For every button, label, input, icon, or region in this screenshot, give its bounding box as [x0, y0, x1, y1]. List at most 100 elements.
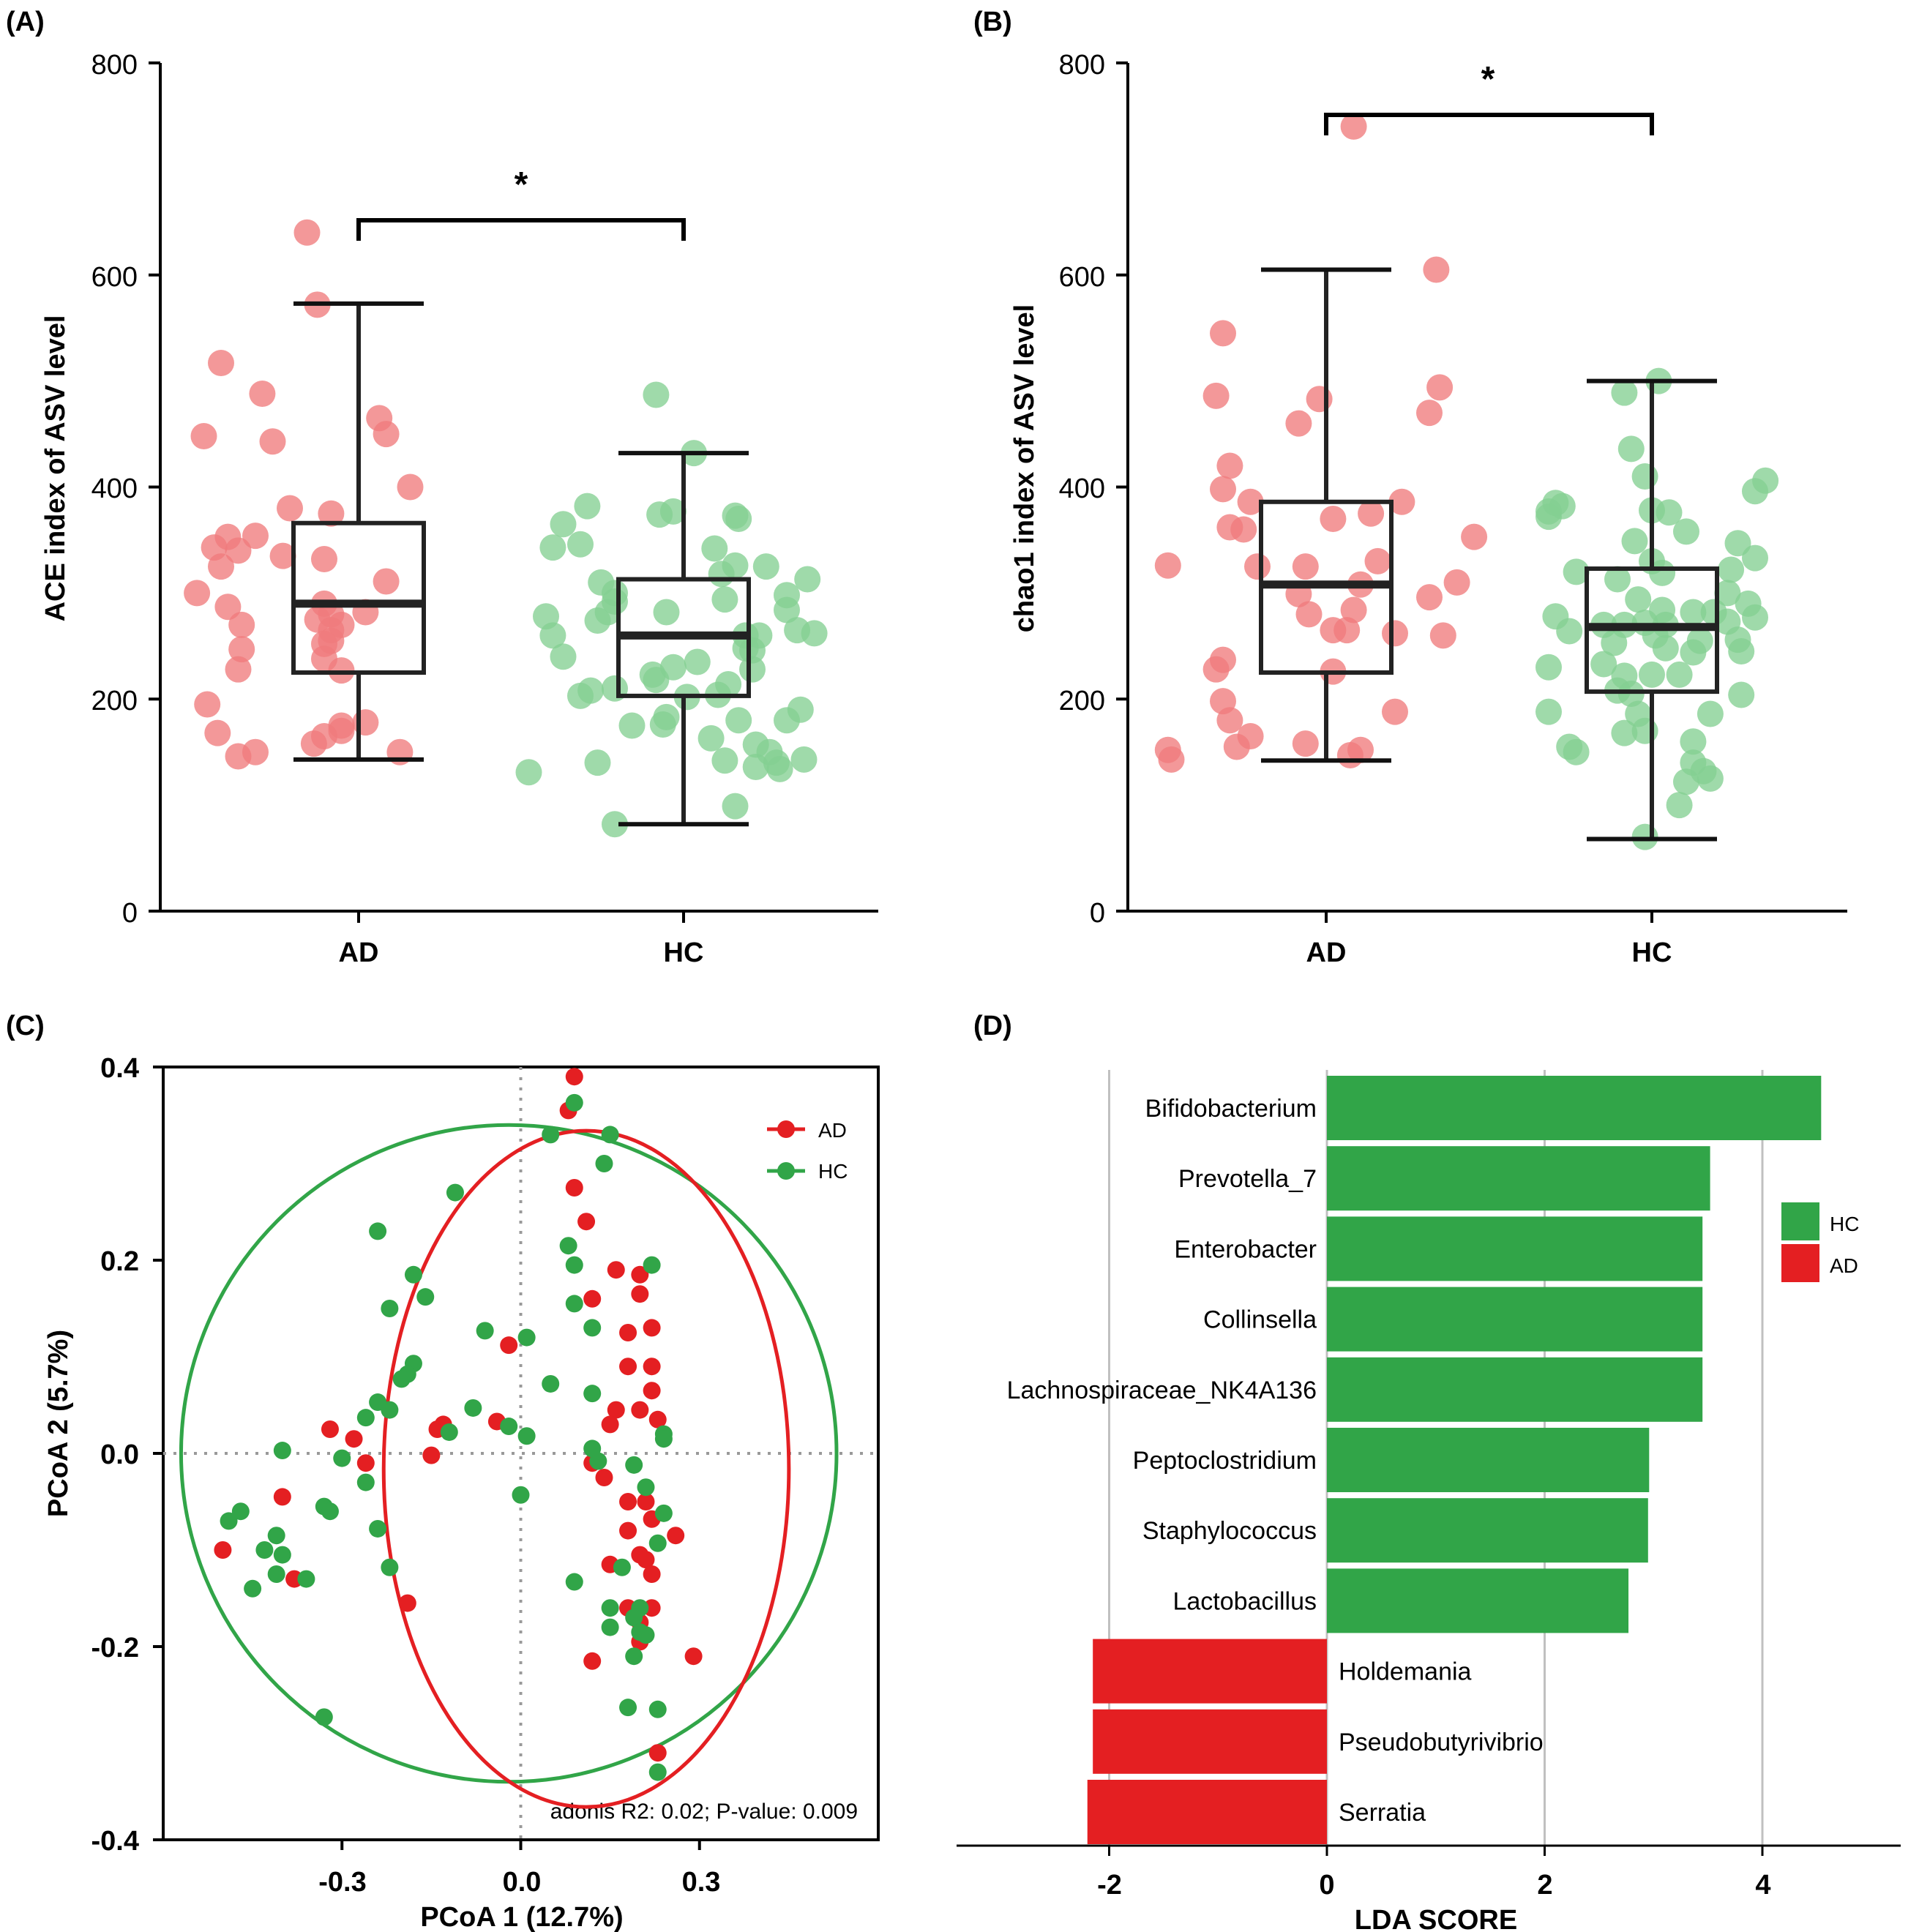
data-point-ad: [259, 428, 286, 455]
data-point-ad: [1202, 656, 1230, 683]
data-point-hc: [565, 1573, 583, 1591]
y-tick-label: 200: [1059, 686, 1105, 716]
data-point-hc: [725, 707, 752, 734]
taxon-label: Serratia: [1339, 1799, 1426, 1827]
data-point-ad: [637, 1493, 655, 1510]
data-point-hc: [369, 1519, 387, 1538]
y-tick-label: 0: [122, 898, 138, 929]
x-category-hc-a: HC: [664, 937, 704, 968]
data-point-ad: [648, 1410, 667, 1429]
legend-label-ad-d: AD: [1830, 1254, 1858, 1277]
data-point-hc: [752, 553, 779, 580]
x-tick-label: 0.0: [503, 1867, 542, 1898]
data-point-ad: [643, 1382, 661, 1400]
data-point-hc: [1549, 493, 1576, 520]
taxon-label: Holdemania: [1339, 1658, 1472, 1686]
data-point-hc: [567, 531, 594, 558]
data-point-hc: [625, 1456, 643, 1474]
y-tick-label: 400: [1059, 473, 1105, 504]
data-point-hc: [583, 1319, 602, 1337]
data-point-hc: [625, 1647, 643, 1666]
data-point-hc: [476, 1322, 494, 1340]
panel-d-lda: (D) LDA SCORE -2 0 2 4 HC AD Bifidobacte…: [957, 1011, 1901, 1932]
data-point-hc: [625, 1609, 643, 1627]
lda-bar-lachnospiraceae-nk4a136: [1327, 1357, 1703, 1422]
data-point-ad: [601, 1415, 619, 1434]
legend-marker-ad: [777, 1120, 795, 1138]
panel-label-b: (B): [973, 7, 1012, 37]
data-point-hc: [742, 753, 769, 780]
data-point-hc: [255, 1541, 274, 1559]
data-point-hc: [1617, 435, 1645, 463]
data-point-hc: [601, 1618, 619, 1636]
lda-bar-staphylococcus: [1327, 1498, 1648, 1563]
data-point-hc: [559, 1237, 577, 1255]
legend-swatch-hc: [1781, 1202, 1819, 1240]
data-point-ad: [1237, 488, 1264, 515]
data-point-ad: [1364, 547, 1391, 574]
data-point-ad: [1244, 553, 1271, 580]
data-point-ad: [1295, 601, 1323, 628]
data-point-hc: [637, 1478, 655, 1497]
x-axis-title-d: LDA SCORE: [1355, 1905, 1517, 1932]
lda-bar-lactobacillus: [1327, 1568, 1629, 1633]
data-point-hc: [619, 1699, 637, 1717]
data-point-ad: [1292, 553, 1319, 580]
taxon-label: Lactobacillus: [1172, 1587, 1317, 1615]
data-point-hc: [333, 1449, 351, 1467]
data-point-hc: [574, 493, 601, 520]
data-point-hc: [565, 1093, 583, 1112]
data-point-hc: [648, 1763, 667, 1781]
data-point-ad: [373, 421, 400, 448]
data-point-hc: [1686, 627, 1713, 654]
data-point-hc: [648, 1534, 667, 1552]
panel-b-chao1-boxplot: (B) chao1 index of ASV level * AD HC 800…: [973, 7, 1847, 968]
data-point-ad: [277, 495, 303, 522]
data-point-hc: [273, 1442, 291, 1460]
data-point-hc: [589, 1452, 607, 1470]
data-point-ad: [619, 1358, 637, 1376]
data-point-ad: [619, 1493, 637, 1510]
data-point-hc: [739, 656, 766, 683]
data-point-ad: [225, 537, 252, 564]
y-tick-label: 0: [1090, 898, 1105, 929]
data-point-hc: [542, 1374, 560, 1393]
data-point-hc: [567, 682, 594, 709]
data-point-hc: [1714, 580, 1741, 607]
data-point-ad: [398, 1594, 416, 1612]
data-point-hc: [1656, 499, 1683, 526]
data-point-ad: [619, 1521, 637, 1540]
data-point-hc: [643, 667, 670, 694]
x-tick-label: 2: [1537, 1870, 1552, 1901]
data-point-ad: [356, 1454, 375, 1472]
data-point-hc: [701, 535, 728, 562]
lda-bar-holdemania: [1093, 1639, 1327, 1704]
data-point-hc: [595, 1155, 613, 1172]
data-point-hc: [356, 1473, 375, 1491]
data-point-ad: [1388, 488, 1415, 515]
x-tick-label: 0: [1319, 1870, 1334, 1901]
data-point-hc: [790, 746, 818, 773]
data-point-ad: [1336, 742, 1364, 769]
lda-bar-collinsella: [1327, 1287, 1703, 1352]
data-point-ad: [1423, 256, 1450, 283]
data-point-ad: [583, 1289, 602, 1308]
data-point-hc: [404, 1265, 422, 1284]
data-point-hc: [416, 1288, 435, 1306]
data-point-ad: [500, 1336, 518, 1355]
data-point-ad: [249, 381, 276, 408]
data-point-hc: [1697, 765, 1724, 792]
data-point-hc: [517, 1328, 536, 1347]
data-point-hc: [646, 501, 673, 528]
data-point-ad: [607, 1261, 625, 1279]
significance-bracket: [1324, 113, 1654, 135]
data-point-ad: [1306, 386, 1333, 413]
lda-bar-bifidobacterium: [1327, 1076, 1822, 1140]
data-point-hc: [1563, 558, 1590, 585]
taxon-label: Pseudobutyrivibrio: [1339, 1729, 1544, 1756]
significance-star-b: *: [1481, 60, 1495, 99]
data-point-ad: [1154, 552, 1181, 579]
taxon-label: Bifidobacterium: [1145, 1095, 1317, 1123]
data-point-ad: [1382, 620, 1408, 647]
